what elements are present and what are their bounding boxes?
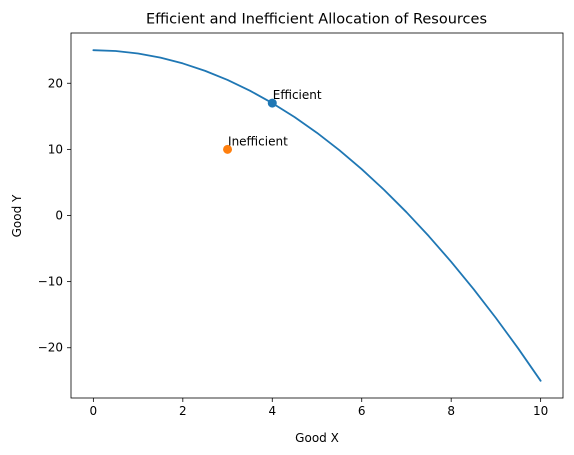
x-tick-label: 0 <box>90 404 98 418</box>
inefficient-label: Inefficient <box>228 134 288 148</box>
annotation-group: Efficient Inefficient <box>228 88 322 148</box>
x-axis-label: Good X <box>295 431 339 445</box>
curve-line <box>92 49 542 382</box>
series-group <box>92 49 542 382</box>
x-tick-label: 4 <box>268 404 276 418</box>
x-tick-label: 10 <box>533 404 548 418</box>
plot-frame <box>70 32 564 399</box>
plot-area: 0 2 4 6 8 10 −20 −10 0 10 20 Efficient Inefficient <box>38 32 564 418</box>
y-axis: −20 −10 0 10 20 <box>38 76 71 355</box>
y-tick-label: −20 <box>38 341 63 355</box>
x-tick-label: 2 <box>179 404 187 418</box>
inefficient-point <box>223 144 233 154</box>
y-tick-label: −10 <box>38 275 63 289</box>
efficient-label: Efficient <box>273 88 322 102</box>
y-axis-label: Good Y <box>10 194 24 237</box>
chart-title: Efficient and Inefficient Allocation of … <box>146 12 487 28</box>
x-tick-label: 8 <box>447 404 455 418</box>
y-tick-label: 20 <box>48 76 63 90</box>
y-tick-label: 10 <box>48 142 63 156</box>
plot-background <box>71 33 563 398</box>
x-axis: 0 2 4 6 8 10 <box>90 398 548 418</box>
efficient-point <box>267 98 277 108</box>
y-tick-label: 0 <box>55 209 63 223</box>
x-tick-label: 6 <box>358 404 366 418</box>
